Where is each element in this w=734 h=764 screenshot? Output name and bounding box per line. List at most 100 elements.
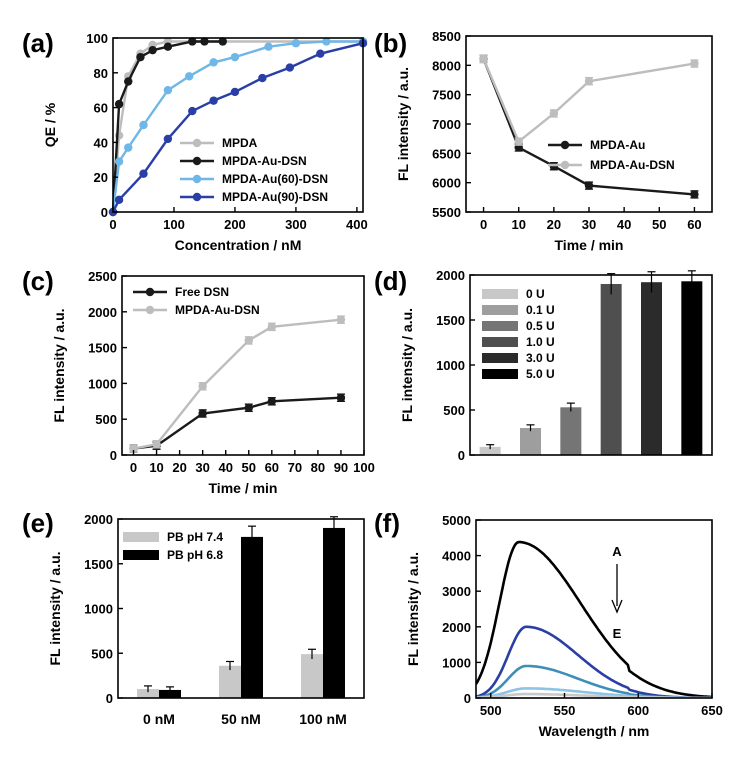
panel-label: (c) bbox=[22, 266, 54, 296]
bar bbox=[479, 446, 501, 455]
data-point bbox=[479, 54, 488, 64]
data-point bbox=[322, 37, 331, 46]
legend-label: Free DSN bbox=[175, 285, 229, 299]
x-tick-label: 300 bbox=[285, 217, 307, 232]
data-point bbox=[285, 63, 295, 72]
y-tick-label: 1500 bbox=[88, 341, 117, 356]
panel-a: (a) 0 20 40 60 80 100 QE / % 0 100 200 300 400 Concen… bbox=[22, 28, 368, 253]
y-axis-label: FL intensity / a.u. bbox=[395, 67, 411, 181]
x-tick-label: 50 bbox=[242, 460, 256, 475]
legend-swatch bbox=[482, 353, 518, 363]
data-point bbox=[152, 440, 161, 449]
data-point bbox=[136, 52, 145, 62]
legend-label: 5.0 U bbox=[526, 367, 555, 381]
data-point bbox=[124, 143, 133, 152]
legend: 0 U 0.1 U 0.5 U 1.0 U 3.0 U 5.0 U bbox=[482, 287, 555, 381]
plot-frame bbox=[469, 274, 713, 456]
panel-label: (d) bbox=[374, 266, 407, 296]
bar bbox=[323, 527, 345, 698]
panel-b: (b) 5500 6000 6500 7000 7500 8000 8500 FL intens… bbox=[374, 28, 713, 253]
x-tick-label: 400 bbox=[346, 217, 368, 232]
x-tick-label: 0 bbox=[130, 460, 137, 475]
legend-label: MPDA bbox=[222, 136, 258, 150]
x-axis-label: Concentration / nM bbox=[175, 237, 302, 253]
legend-marker bbox=[145, 305, 155, 315]
spectrum-0 bbox=[476, 540, 712, 698]
legend-swatch bbox=[482, 289, 518, 299]
series-line bbox=[111, 40, 363, 213]
x-tick-label: 40 bbox=[218, 460, 232, 475]
panel-label: (b) bbox=[374, 28, 407, 58]
data-point bbox=[198, 382, 207, 391]
legend-label: 0.5 U bbox=[526, 319, 555, 333]
y-tick-label: 6500 bbox=[432, 146, 461, 161]
y-tick-label: 1500 bbox=[84, 557, 113, 572]
x-axis-label: Time / min bbox=[555, 237, 624, 253]
x-tick-label: 60 bbox=[687, 217, 701, 232]
x-tick-label: 30 bbox=[195, 460, 209, 475]
data-point bbox=[114, 99, 124, 109]
data-point bbox=[584, 76, 594, 86]
data-point bbox=[139, 120, 148, 130]
x-tick-label: 650 bbox=[701, 703, 723, 718]
data-point bbox=[209, 96, 218, 105]
series-line bbox=[111, 40, 363, 213]
bar bbox=[520, 428, 541, 455]
data-point bbox=[336, 315, 346, 324]
y-tick-label: 4000 bbox=[442, 549, 471, 564]
y-tick-label: 0 bbox=[110, 448, 117, 463]
data-point bbox=[188, 37, 197, 46]
x-tick-label: 70 bbox=[288, 460, 302, 475]
legend-swatch bbox=[482, 305, 518, 315]
series-line bbox=[133, 318, 342, 450]
x-tick-label: 100 bbox=[353, 460, 375, 475]
y-tick-label: 2000 bbox=[442, 620, 471, 635]
y-tick-label: 0 bbox=[101, 205, 108, 220]
legend-label: 1.0 U bbox=[526, 335, 555, 349]
x-tick-label: 30 bbox=[582, 217, 596, 232]
y-tick-label: 0 bbox=[464, 691, 471, 706]
x-tick-label: 0 bbox=[109, 217, 116, 232]
data-point bbox=[514, 137, 523, 146]
spectrum-1 bbox=[476, 625, 712, 698]
data-point bbox=[336, 393, 346, 402]
legend-swatch bbox=[482, 321, 518, 331]
bar bbox=[681, 281, 703, 455]
y-tick-label: 7500 bbox=[432, 88, 461, 103]
y-tick-label: 5000 bbox=[442, 513, 471, 528]
legend-label: 0 U bbox=[526, 287, 545, 301]
data-point bbox=[549, 162, 559, 171]
x-tick-label: 50 bbox=[652, 217, 666, 232]
legend-label: PB pH 7.4 bbox=[167, 530, 223, 544]
series-line bbox=[482, 58, 695, 144]
x-tick-label: 500 bbox=[480, 703, 502, 718]
y-tick-label: 80 bbox=[94, 66, 108, 81]
legend-label: MPDA-Au-DSN bbox=[590, 158, 675, 172]
legend-marker bbox=[145, 287, 155, 297]
data-point bbox=[244, 336, 253, 345]
legend-label: 3.0 U bbox=[526, 351, 555, 365]
y-tick-label: 3000 bbox=[442, 584, 471, 599]
data-point bbox=[198, 409, 207, 418]
data-point bbox=[163, 86, 173, 95]
bar bbox=[560, 407, 582, 455]
legend-label: MPDA-Au(90)-DSN bbox=[222, 190, 328, 204]
y-axis-label: QE / % bbox=[42, 102, 58, 147]
legend-marker bbox=[560, 160, 570, 170]
bar bbox=[600, 284, 622, 455]
bar bbox=[301, 654, 323, 698]
category-label: 50 nM bbox=[221, 711, 261, 727]
bar bbox=[159, 689, 181, 698]
series-line bbox=[133, 396, 342, 450]
legend: MPDA MPDA-Au-DSN MPDA-Au(60)-DSN MPDA-Au(90… bbox=[180, 136, 328, 204]
panel-label: (a) bbox=[22, 28, 54, 58]
y-tick-label: 8000 bbox=[432, 58, 461, 73]
legend: MPDA-Au MPDA-Au-DSN bbox=[548, 138, 675, 172]
x-tick-label: 600 bbox=[627, 703, 649, 718]
data-point bbox=[690, 190, 699, 199]
spectra bbox=[476, 540, 712, 698]
data-point bbox=[316, 49, 325, 58]
series-1 bbox=[479, 54, 699, 146]
bar bbox=[137, 689, 159, 698]
